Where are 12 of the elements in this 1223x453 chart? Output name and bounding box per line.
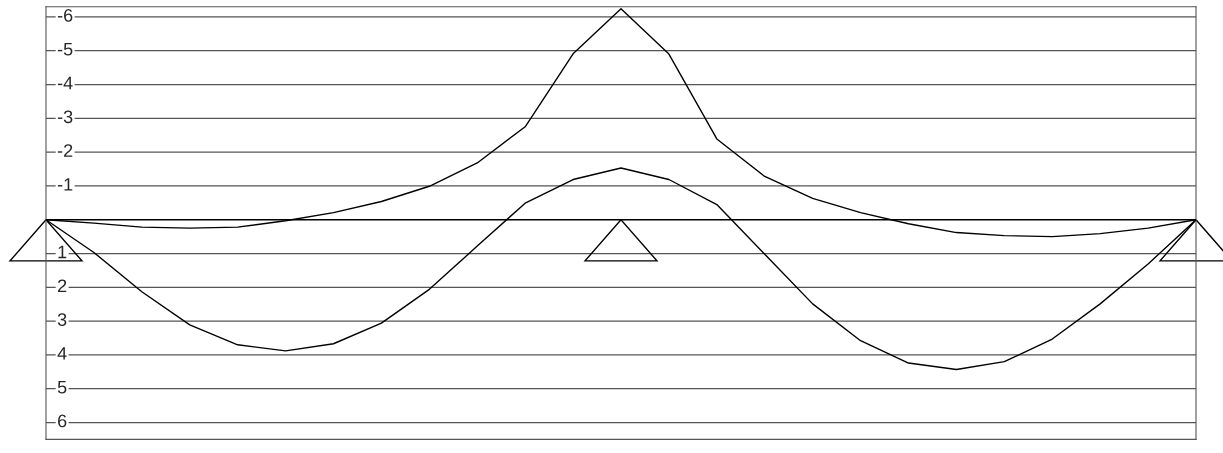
y-tick-label: 2 <box>58 279 67 292</box>
y-tick-label: -1 <box>57 178 73 191</box>
y-tick-label: -2 <box>57 144 73 157</box>
y-tick-label: -4 <box>57 76 73 90</box>
y-tick-label: 4 <box>57 347 67 360</box>
y-tick-label: 3 <box>57 313 67 326</box>
y-tick-label: 6 <box>58 414 67 428</box>
y-tick-label: -3 <box>57 110 73 124</box>
y-tick-label: 1 <box>58 245 67 259</box>
y-tick-label: -5 <box>57 42 73 56</box>
y-tick-label: 5 <box>57 380 67 394</box>
y-tick-label: -6 <box>57 9 73 22</box>
